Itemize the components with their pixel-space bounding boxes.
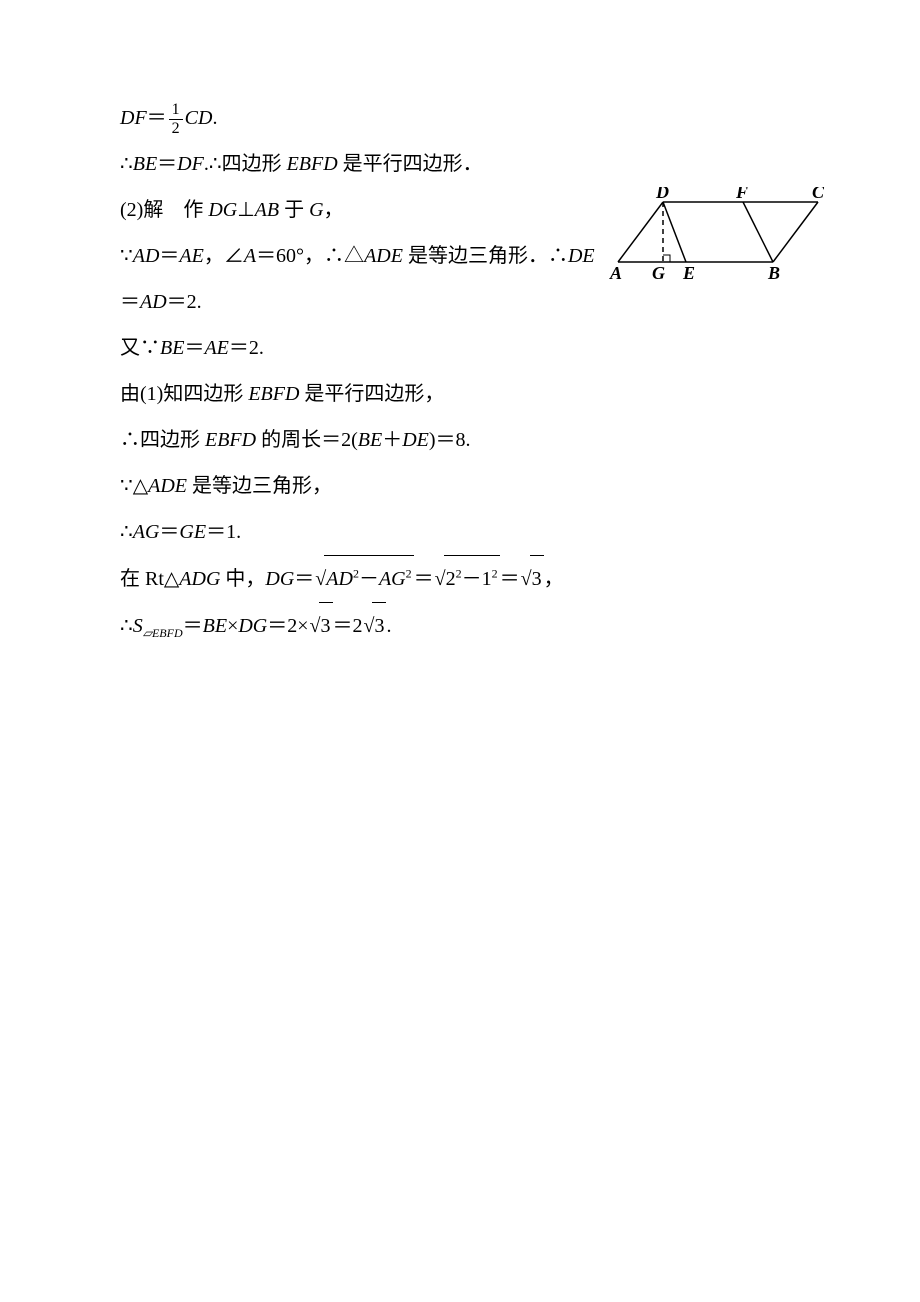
var-CD: CD [185,107,213,129]
sqrt-3a: 3 [521,555,544,602]
line-4: ∵AD＝AE，∠A＝60°，∴△ADE 是等边三角形．∴DE＝AD＝2. [120,233,600,325]
svg-text:D: D [655,187,669,202]
line-6: 由(1)知四边形 EBFD 是平行四边形， [120,371,820,417]
svg-text:A: A [609,263,622,283]
line-2: ∴BE＝DF.∴四边形 EBFD 是平行四边形． [120,141,820,187]
svg-text:E: E [682,263,695,283]
line-11: ∴S▱EBFD＝BE×DG＝2×3＝23. [120,602,820,649]
line-5: 又∵BE＝AE＝2. [120,325,820,371]
sqrt-3b: 3 [310,602,333,649]
geometry-figure: A GE B D F C [608,187,828,287]
line-7: ∴四边形 EBFD 的周长＝2(BE＋DE)＝8. [120,417,820,463]
sqrt-3c: 3 [364,602,387,649]
var-DF: DF [120,107,147,129]
svg-text:G: G [652,263,665,283]
line-1: DF＝12CD. [120,95,820,141]
sqrt-22-12: 22－12 [435,555,500,602]
math-solution-text: DF＝12CD. ∴BE＝DF.∴四边形 EBFD 是平行四边形． (2)解 作… [120,95,820,649]
line-10: 在 Rt△ADG 中，DG＝AD2－AG2＝22－12＝3， [120,555,820,602]
svg-text:F: F [735,187,748,202]
line-8: ∵△ADE 是等边三角形， [120,463,820,509]
svg-text:C: C [812,187,825,202]
sqrt-ad2-ag2: AD2－AG2 [315,555,413,602]
fraction-half: 12 [169,101,183,137]
parallelogram-diagram: A GE B D F C [608,187,828,287]
svg-text:B: B [767,263,780,283]
line-9: ∴AG＝GE＝1. [120,509,820,555]
